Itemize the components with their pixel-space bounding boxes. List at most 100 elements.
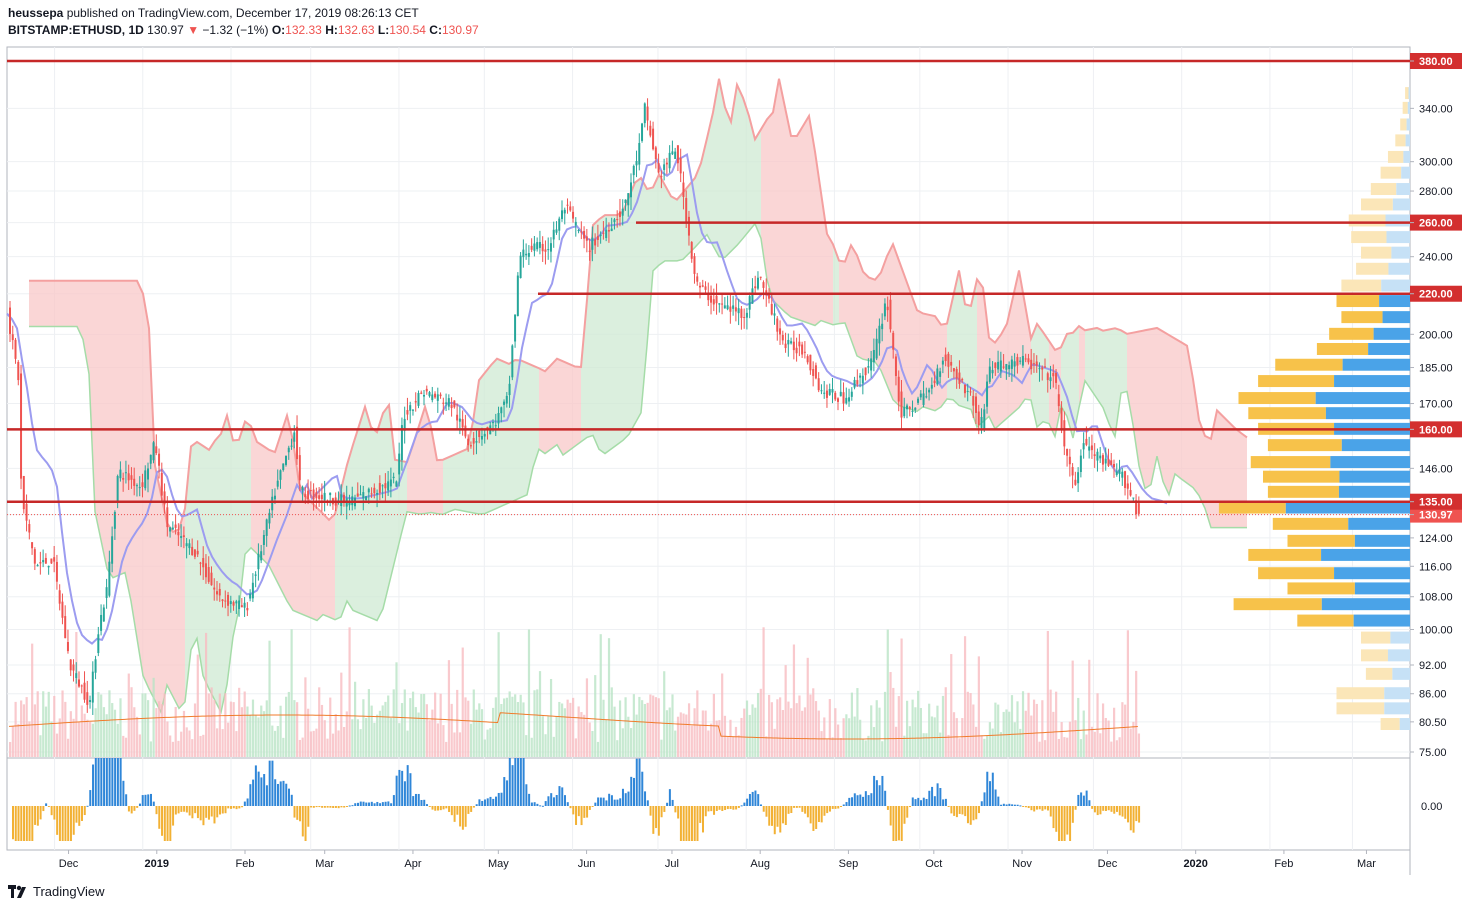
candle-body [370,493,373,495]
candle-body [591,237,594,250]
candle-body [845,397,848,404]
oscillator-bar [483,799,486,806]
candle-body [679,158,682,174]
oscillator-bar [232,806,235,809]
volume-profile-buy [1339,470,1410,483]
candle-body [1063,420,1066,447]
volume-bar [715,720,718,757]
oscillator-bar [955,806,958,818]
candle-body [1110,460,1113,466]
author-name[interactable]: heussepa [8,6,64,20]
volume-bar [9,741,12,757]
oscillator-bar [909,806,911,808]
candle-body [770,303,773,315]
candle-body [456,414,459,421]
candle-body [428,392,431,397]
volume-profile-buy [1407,101,1410,114]
volume-bar [917,690,920,757]
volume-bar [199,735,202,757]
volume-bar [185,727,188,757]
candle-body [602,232,605,234]
oscillator-bar [644,791,647,806]
volume-bar [936,705,939,757]
volume-bar [599,634,602,757]
candle-body [536,242,539,250]
price-tick-label: 124.00 [1419,533,1453,545]
volume-bar [541,716,544,757]
candle-body [599,235,602,237]
candle-body [296,426,299,460]
cloud-segment [851,245,857,356]
volume-bar [848,718,851,757]
oscillator-bar [555,795,558,806]
volume-bar [610,687,613,757]
volume-bar [1118,737,1121,757]
oscillator-bar [285,783,288,806]
oscillator-bar [56,806,59,835]
oscillator-bar [668,789,671,806]
volume-bar [116,723,119,757]
cloud-segment [125,280,131,602]
volume-profile-sell [1361,198,1393,211]
cloud-segment [905,277,911,410]
volume-bar [1035,703,1038,757]
oscillator-bar [522,758,525,806]
oscillator-bar [420,799,423,806]
volume-bar [881,741,884,757]
candle-body [86,692,89,705]
oscillator-bar [853,793,856,806]
volume-bar [33,704,37,757]
oscillator-bar [304,806,307,841]
volume-bar [39,735,42,757]
volume-bar [572,697,575,757]
oscillator-bar [627,791,630,806]
candle-body [787,339,790,345]
candle-body [991,369,994,374]
cloud-segment [77,280,83,340]
candle-body [814,365,817,379]
oscillator-bar [472,806,475,808]
volume-bar [1013,722,1016,757]
candle-body [1010,359,1013,369]
cloud-segment [965,304,971,410]
candle-body [367,488,370,493]
candle-body [450,404,453,409]
volume-bar [922,733,925,757]
oscillator-bar [315,806,318,808]
open-value: 132.33 [285,23,322,37]
oscillator-bar [81,806,83,821]
candle-body [693,256,696,274]
volume-bar [135,716,139,757]
oscillator-bar [652,806,655,834]
oscillator-bar [1071,806,1074,823]
oscillator-bar [100,758,103,806]
volume-bar [878,707,881,757]
volume-bar [503,698,506,757]
volume-bar [908,726,911,757]
close-label: C: [429,23,442,37]
oscillator-bar [459,806,462,827]
candle-body [91,671,94,703]
symbol-name[interactable]: BITSTAMP:ETHUSD [8,23,122,37]
volume-bar [952,712,956,757]
candle-body [649,125,652,136]
oscillator-bar [754,790,757,806]
oscillator-bar [437,806,440,811]
volume-bar [635,714,638,757]
oscillator-bar [122,780,125,806]
volume-profile-buy [1368,343,1410,355]
candle-body [566,204,569,206]
candle-body [144,470,147,489]
volume-bar [494,697,497,757]
oscillator-bar [859,794,862,806]
candle-body [249,594,252,599]
brand-name[interactable]: TradingView [33,884,105,899]
volume-bar [376,714,379,757]
candle-body [856,380,859,385]
volume-bar [102,707,106,757]
candle-body [1049,377,1052,382]
volume-bar [618,700,622,757]
candle-body [806,356,809,363]
candle-body [1121,471,1124,478]
